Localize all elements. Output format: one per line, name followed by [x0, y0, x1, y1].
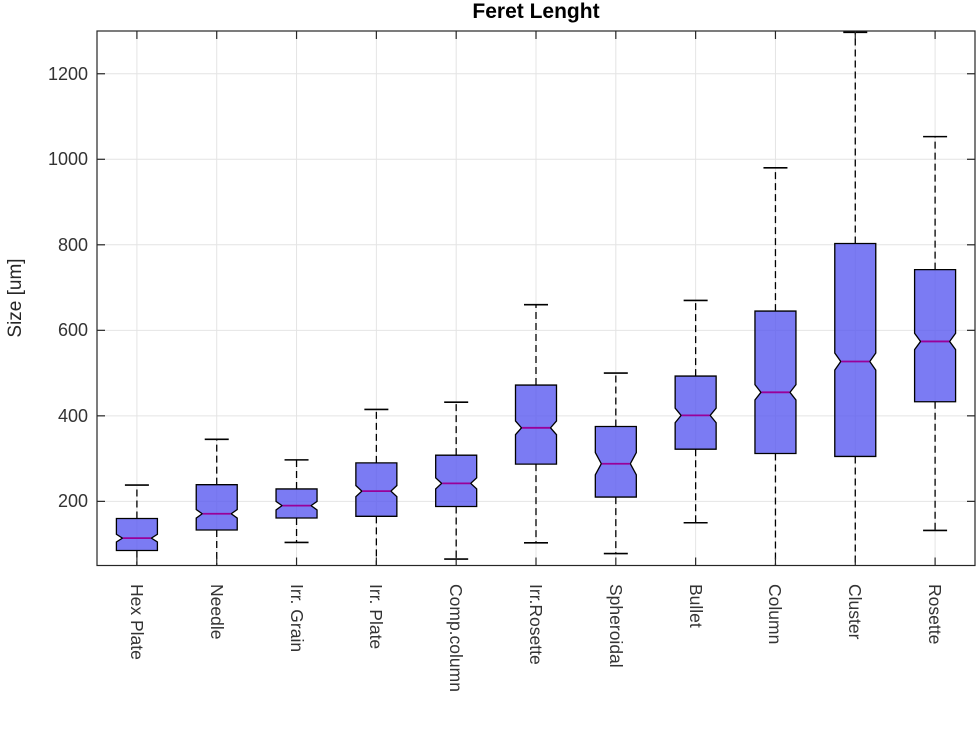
y-tick-label: 400: [57, 405, 88, 426]
box-Hex Plate: [115, 517, 159, 552]
x-tick-label: Column: [765, 584, 786, 645]
box-Cluster: [834, 242, 877, 458]
x-tick-label: Cluster: [845, 584, 866, 640]
y-tick-label: 800: [57, 234, 88, 255]
box-Column: [754, 310, 797, 455]
x-tick-label: Irr. Grain: [286, 584, 307, 653]
box-Irr. Grain: [275, 488, 318, 519]
y-tick-label: 600: [57, 320, 88, 341]
x-tick-label: Irr.Rosette: [526, 584, 546, 665]
box-Spheroidal: [594, 425, 637, 498]
x-tick-label: Bullet: [685, 584, 706, 628]
x-tick-label: Rosette: [925, 584, 946, 645]
box-Irr. Plate: [355, 462, 398, 517]
x-tick-label: Needle: [206, 584, 227, 640]
y-tick-label: 1000: [47, 149, 88, 170]
x-tick-label: Comp.column: [446, 584, 467, 692]
y-tick-label: 200: [57, 491, 88, 512]
box-Needle: [195, 484, 238, 531]
box-Comp.column: [435, 454, 478, 508]
x-tick-label: Spheroidal: [605, 584, 626, 668]
box-Rosette: [913, 268, 957, 403]
x-tick-label: Irr. Plate: [366, 584, 387, 650]
y-tick-label: 1200: [47, 63, 88, 84]
box-Irr.Rosette: [514, 384, 558, 465]
chart-title: Feret Lenght: [472, 0, 600, 23]
box-Bullet: [674, 375, 717, 450]
x-tick-label: Hex Plate: [126, 584, 147, 660]
